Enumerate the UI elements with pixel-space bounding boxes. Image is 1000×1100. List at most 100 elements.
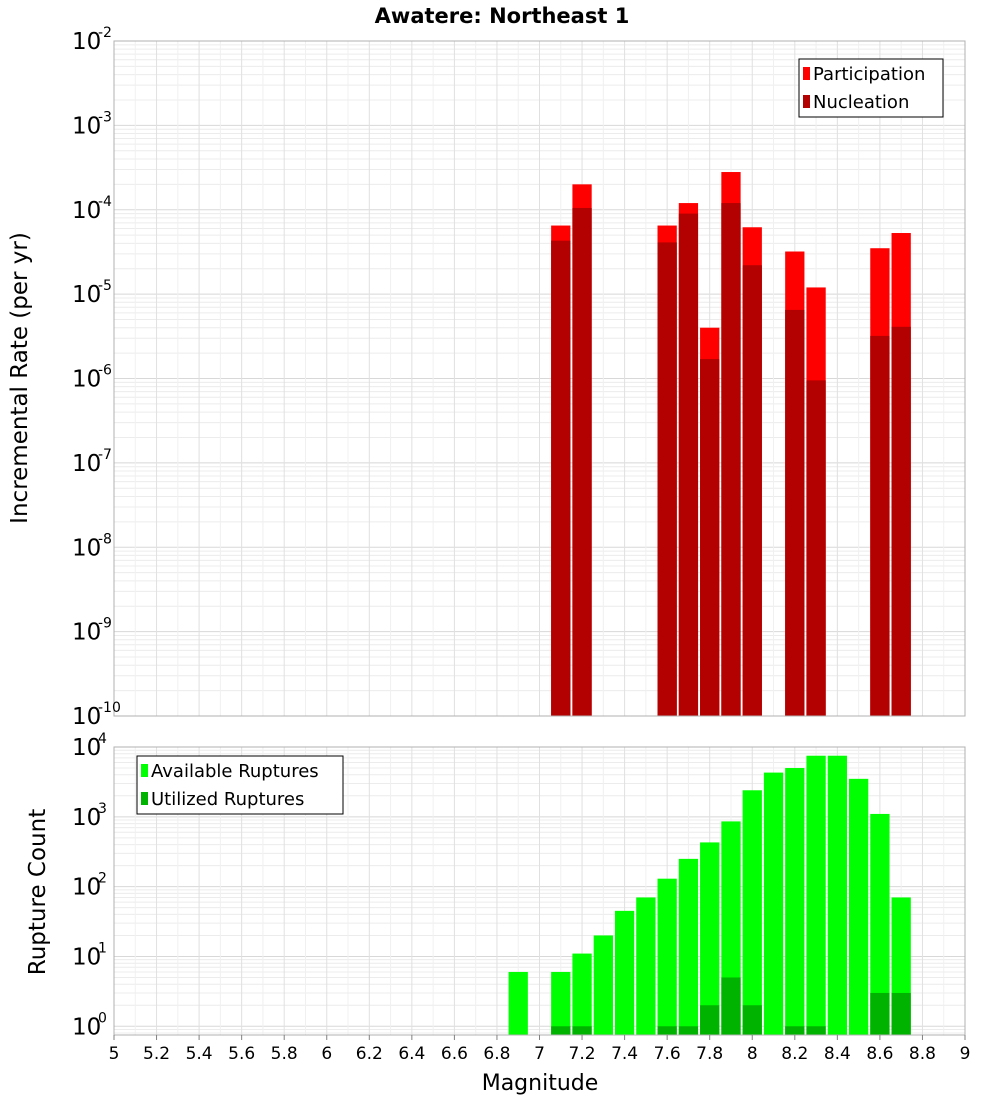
top-bar-nucleation [891,326,911,716]
top-bar-nucleation [657,242,677,716]
top-bar-nucleation [742,265,762,716]
bottom-bar-available-ruptures [848,778,869,1035]
bottom-bar-available-ruptures [806,755,826,1035]
top-y-tick-label: 10 [72,282,101,308]
bottom-bar-utilized-ruptures [721,977,741,1035]
bottom-bar-utilized-ruptures [785,1026,805,1035]
bottom-bar-utilized-ruptures [572,1026,592,1035]
bottom-legend-swatch [141,792,148,805]
top-bar-nucleation [572,207,592,716]
top-plot-frame [113,40,966,717]
x-tick-label: 7.6 [654,1044,681,1064]
top-y-tick-label: 10 [72,29,101,55]
bottom-bar-utilized-ruptures [657,1026,677,1035]
bottom-bar-available-ruptures [870,813,890,1035]
x-tick-label: 9 [960,1044,971,1064]
bottom-bar-utilized-ruptures [742,1005,762,1035]
bottom-y-tick-exponent: 1 [98,940,107,956]
x-tick-label: 8 [747,1044,758,1064]
bottom-bar-available-ruptures [678,858,699,1035]
x-tick-label: 8.4 [824,1044,851,1064]
x-tick-label: 5.4 [186,1044,213,1064]
bottom-bar-utilized-ruptures [870,992,890,1035]
top-y-tick-label: 10 [72,535,101,561]
bottom-y-tick-exponent: 0 [98,1010,107,1026]
bottom-legend-label: Available Ruptures [151,761,319,782]
top-y-tick-label: 10 [72,620,101,646]
top-y-tick-label: 10 [72,451,101,477]
bottom-y-tick-exponent: 2 [98,871,107,887]
x-tick-label: 6.2 [356,1044,383,1064]
bottom-bar-utilized-ruptures [700,1005,720,1035]
top-y-tick-exponent: -10 [98,700,121,716]
top-y-tick-exponent: -8 [98,531,112,547]
bottom-y-tick-label: 10 [72,1014,101,1040]
x-tick-label: 7.8 [696,1044,723,1064]
top-y-axis-label: Incremental Rate (per yr) [7,232,33,524]
bottom-legend-swatch [141,764,148,777]
top-bar-nucleation [721,203,741,716]
x-tick-label: 8.2 [781,1044,808,1064]
x-tick-label: 5.6 [228,1044,255,1064]
bottom-bar-available-ruptures [551,971,571,1035]
top-y-tick-exponent: -9 [98,616,112,632]
bottom-bar-available-ruptures [763,772,784,1035]
bottom-bar-available-ruptures [785,768,805,1035]
top-bar-nucleation [678,213,699,717]
top-y-tick-exponent: -5 [98,278,112,294]
bottom-y-tick-label: 10 [72,735,101,761]
bottom-bar-available-ruptures [827,755,847,1035]
x-tick-label: 6.6 [441,1044,468,1064]
bottom-bar-utilized-ruptures [551,1026,571,1035]
x-tick-label: 8.8 [909,1044,936,1064]
bottom-y-tick-exponent: 3 [98,801,107,817]
top-bar-nucleation [785,309,805,716]
bottom-bar-available-ruptures [614,910,635,1035]
bottom-legend-label: Utilized Ruptures [151,789,304,810]
x-tick-label: 5.2 [143,1044,170,1064]
x-tick-label: 7.4 [611,1044,638,1064]
bottom-bar-available-ruptures [636,897,656,1035]
x-tick-label: 6 [321,1044,332,1064]
x-tick-label: 7 [534,1044,545,1064]
bottom-bar-utilized-ruptures [678,1026,699,1035]
x-tick-label: 7.2 [569,1044,596,1064]
top-bar-nucleation [806,380,826,716]
top-bar-nucleation [700,359,720,716]
chart-title: Awatere: Northeast 1 [375,4,630,28]
top-legend-swatch [803,67,810,80]
bottom-y-tick-label: 10 [72,875,101,901]
x-tick-label: 5 [109,1044,120,1064]
top-y-tick-exponent: -7 [98,447,112,463]
top-bar-nucleation [551,240,571,717]
top-y-tick-exponent: -3 [98,109,112,125]
x-tick-label: 8.6 [866,1044,893,1064]
x-axis-label: Magnitude [482,1071,599,1096]
bottom-bar-available-ruptures [593,935,613,1035]
bottom-y-axis-label: Rupture Count [25,809,51,975]
bottom-bar-available-ruptures [742,790,762,1035]
top-y-tick-label: 10 [72,704,101,730]
top-y-tick-exponent: -6 [98,363,112,379]
x-tick-label: 6.8 [483,1044,510,1064]
top-legend-box [798,58,944,118]
top-y-tick-exponent: -2 [98,25,112,41]
top-legend-label: Participation [813,64,925,85]
bottom-bar-available-ruptures [700,842,720,1035]
bottom-bar-available-ruptures [657,878,677,1035]
bottom-bar-utilized-ruptures [891,992,911,1035]
top-y-tick-label: 10 [72,113,101,139]
x-tick-label: 6.4 [398,1044,425,1064]
top-y-tick-label: 10 [72,198,101,224]
bottom-y-tick-exponent: 4 [98,731,107,747]
bottom-bar-available-ruptures [508,971,528,1035]
bottom-legend-box [136,755,344,815]
x-tick-label: 5.8 [271,1044,298,1064]
top-legend-label: Nucleation [813,92,909,113]
bottom-bar-utilized-ruptures [806,1026,826,1035]
bottom-y-tick-label: 10 [72,805,101,831]
top-legend-swatch [803,95,810,108]
top-plot-area: 10-1010-910-810-710-610-510-410-310-2Par… [72,25,966,730]
top-bar-nucleation [870,335,890,716]
